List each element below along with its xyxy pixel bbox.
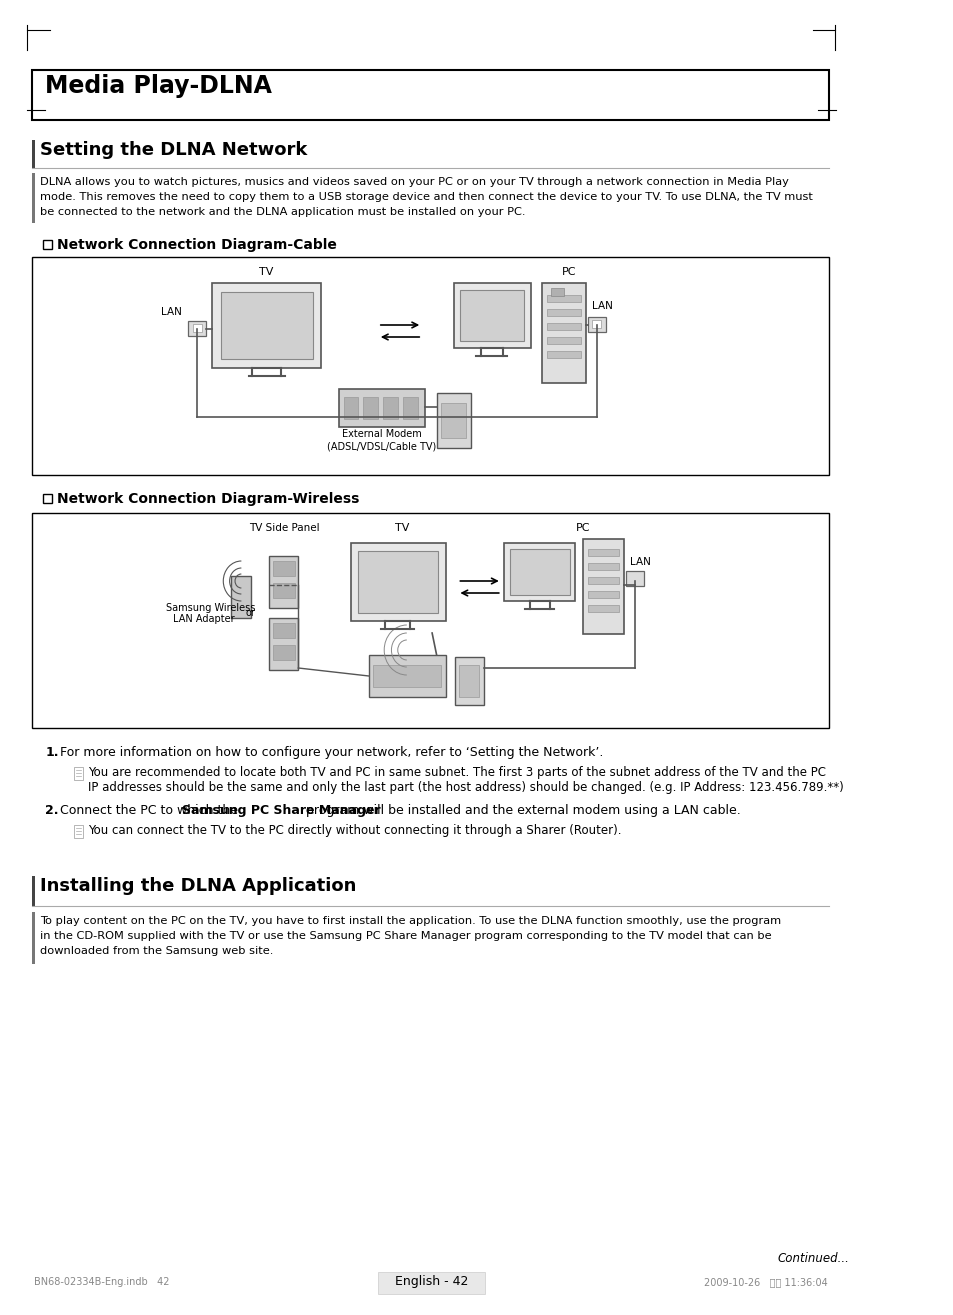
Text: Samsung PC Share Manager: Samsung PC Share Manager [182,803,380,817]
Bar [377,1272,484,1294]
Bar [587,317,605,331]
Text: PC: PC [576,523,590,533]
Text: Network Connection Diagram-Cable: Network Connection Diagram-Cable [57,238,336,252]
Bar [383,397,397,419]
Bar [74,767,83,780]
Bar [454,283,530,348]
Text: IP addresses should be the same and only the last part (the host address) should: IP addresses should be the same and only… [88,781,842,794]
Text: TV: TV [259,267,274,277]
Text: downloaded from the Samsung web site.: downloaded from the Samsung web site. [40,945,273,956]
Bar [546,309,580,316]
Bar [546,351,580,358]
Bar [546,295,580,302]
Bar [587,548,618,556]
Bar [440,402,466,438]
Text: or: or [246,608,255,618]
Text: PC: PC [561,267,577,277]
Text: Network Connection Diagram-Wireless: Network Connection Diagram-Wireless [57,492,359,506]
Bar [31,70,828,120]
Bar [220,292,313,359]
Bar [542,283,585,383]
Bar [269,618,298,671]
Bar [625,571,643,586]
Text: Media Play-DLNA: Media Play-DLNA [45,74,272,99]
Bar [213,283,320,368]
Bar [31,256,828,475]
Bar [363,397,377,419]
Text: You are recommended to locate both TV and PC in same subnet. The first 3 parts o: You are recommended to locate both TV an… [88,767,825,778]
Bar [74,825,83,838]
Text: in the CD-ROM supplied with the TV or use the Samsung PC Share Manager program c: in the CD-ROM supplied with the TV or us… [40,931,771,942]
Bar [273,623,294,638]
Text: LAN: LAN [629,558,650,567]
Bar [546,337,580,345]
Bar [31,174,35,224]
Text: Installing the DLNA Application: Installing the DLNA Application [40,877,355,896]
Bar [546,323,580,330]
Bar [459,291,524,341]
Bar [504,543,575,601]
Bar [587,577,618,584]
Bar [273,562,294,576]
Text: Continued...: Continued... [777,1252,848,1265]
Bar [188,321,206,337]
Text: 1.: 1. [45,746,59,759]
Bar [31,876,35,906]
Bar [31,513,828,729]
Bar [455,658,483,705]
Bar [193,323,201,331]
Bar [232,576,251,618]
Bar [373,665,440,686]
Text: mode. This removes the need to copy them to a USB storage device and then connec: mode. This removes the need to copy them… [40,192,812,203]
Bar [592,320,600,327]
Bar [343,397,357,419]
Text: To play content on the PC on the TV, you have to first install the application. : To play content on the PC on the TV, you… [40,917,781,926]
Text: LAN Adapter: LAN Adapter [173,614,234,625]
Text: TV: TV [395,523,409,533]
Text: Connect the PC to which the: Connect the PC to which the [60,803,241,817]
Bar [43,241,51,249]
Bar [587,605,618,611]
Text: Setting the DLNA Network: Setting the DLNA Network [40,141,307,159]
Text: (ADSL/VDSL/Cable TV): (ADSL/VDSL/Cable TV) [327,441,436,451]
Text: You can connect the TV to the PC directly without connecting it through a Sharer: You can connect the TV to the PC directl… [88,825,620,838]
Bar [436,393,471,448]
Bar [403,397,417,419]
Text: TV Side Panel: TV Side Panel [249,523,320,533]
Text: Samsung Wireless: Samsung Wireless [166,604,255,613]
Bar [458,665,478,697]
Text: DLNA allows you to watch pictures, musics and videos saved on your PC or on your: DLNA allows you to watch pictures, music… [40,178,788,187]
Text: For more information on how to configure your network, refer to ‘Setting the Net: For more information on how to configure… [60,746,602,759]
Bar [31,139,35,168]
Bar [582,539,623,634]
Bar [31,913,35,964]
Bar [551,288,563,296]
Bar [273,644,294,660]
Bar [369,655,445,697]
Text: LAN: LAN [161,306,182,317]
Text: English - 42: English - 42 [395,1276,467,1287]
Text: External Modem: External Modem [341,429,421,439]
Text: LAN: LAN [592,301,613,312]
Bar [269,556,298,608]
Text: 2009-10-26   오전 11:36:04: 2009-10-26 오전 11:36:04 [703,1277,827,1287]
Bar [587,590,618,598]
Bar [357,551,438,613]
Text: 2.: 2. [45,803,59,817]
Text: BN68-02334B-Eng.indb   42: BN68-02334B-Eng.indb 42 [34,1277,170,1287]
Text: be connected to the network and the DLNA application must be installed on your P: be connected to the network and the DLNA… [40,206,525,217]
Bar [587,563,618,569]
Bar [509,548,569,594]
Text: program will be installed and the external modem using a LAN cable.: program will be installed and the extern… [301,803,740,817]
Bar [338,389,424,427]
Bar [43,494,51,504]
Bar [351,543,445,621]
Bar [273,583,294,598]
